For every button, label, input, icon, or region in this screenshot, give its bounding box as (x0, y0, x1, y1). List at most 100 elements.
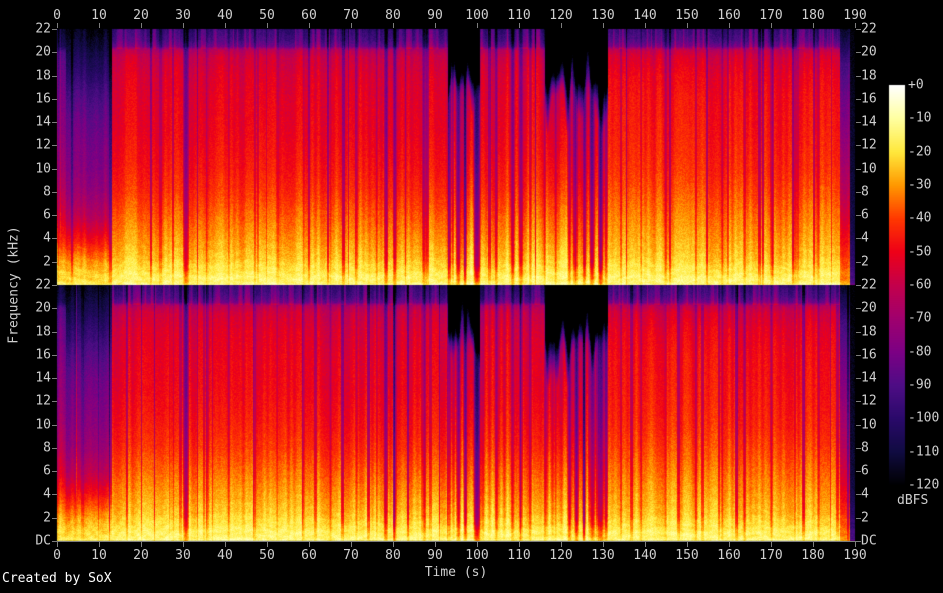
x-tick-mark-bottom (267, 542, 268, 547)
x-axis-title: Time (s) (424, 565, 488, 580)
x-tick-label-top: 180 (801, 8, 825, 23)
freq-tick-mark-left (52, 122, 57, 123)
freq-tick-label-left: DC (35, 533, 51, 549)
freq-tick-label-right: 10 (861, 417, 877, 433)
x-tick-label-bottom: 150 (675, 548, 699, 563)
x-tick-mark-bottom (99, 542, 100, 547)
colorbar-tick-label: -110 (908, 444, 940, 460)
x-tick-mark-bottom (393, 542, 394, 547)
freq-tick-mark-right (856, 145, 861, 146)
colorbar-tick-label: -10 (908, 110, 932, 126)
freq-tick-label-left: 2 (43, 510, 51, 526)
freq-tick-label-left: 4 (43, 486, 51, 502)
freq-tick-label-right: 20 (861, 44, 877, 60)
x-tick-mark-top (183, 23, 184, 28)
freq-tick-label-left: 12 (35, 393, 51, 409)
freq-tick-mark-right (856, 355, 861, 356)
freq-tick-label-right: DC (861, 533, 877, 549)
freq-tick-label-left: 10 (35, 417, 51, 433)
x-axis-line (57, 541, 856, 542)
freq-tick-mark-right (856, 169, 861, 170)
x-tick-mark-bottom (813, 542, 814, 547)
x-tick-label-bottom: 40 (217, 548, 233, 563)
x-tick-mark-bottom (351, 542, 352, 547)
freq-tick-label-right: 4 (861, 486, 869, 502)
freq-tick-label-right: 2 (861, 254, 869, 270)
x-tick-label-top: 70 (343, 8, 359, 23)
freq-tick-mark-left (52, 52, 57, 53)
freq-tick-mark-right (856, 99, 861, 100)
freq-tick-mark-left (52, 76, 57, 77)
x-tick-mark-bottom (183, 542, 184, 547)
x-tick-mark-top (603, 23, 604, 28)
x-tick-mark-top (519, 23, 520, 28)
x-tick-mark-top (561, 23, 562, 28)
freq-tick-mark-right (856, 262, 861, 263)
colorbar-tick-label: -40 (908, 210, 932, 226)
x-tick-label-top: 110 (507, 8, 531, 23)
x-tick-label-top: 100 (465, 8, 489, 23)
freq-tick-label-left: 20 (35, 300, 51, 316)
freq-tick-label-left: 4 (43, 230, 51, 246)
x-tick-label-bottom: 110 (507, 548, 531, 563)
colorbar-tick-label: -100 (908, 410, 940, 426)
freq-tick-mark-left (52, 471, 57, 472)
x-tick-label-bottom: 0 (53, 548, 61, 563)
freq-tick-label-right: 6 (861, 207, 869, 223)
freq-tick-mark-left (52, 169, 57, 170)
freq-tick-label-right: 2 (861, 510, 869, 526)
x-tick-label-top: 0 (53, 8, 61, 23)
colorbar-tick-label: -30 (908, 177, 932, 193)
x-tick-mark-bottom (687, 542, 688, 547)
colorbar-tick-label: -50 (908, 244, 932, 260)
x-tick-label-top: 40 (217, 8, 233, 23)
freq-tick-label-right: 10 (861, 161, 877, 177)
x-tick-mark-top (267, 23, 268, 28)
x-tick-mark-top (771, 23, 772, 28)
freq-tick-label-left: 2 (43, 254, 51, 270)
freq-tick-label-right: 12 (861, 137, 877, 153)
freq-tick-label-right: 4 (861, 230, 869, 246)
freq-tick-label-left: 12 (35, 137, 51, 153)
freq-tick-mark-right (856, 378, 861, 379)
freq-tick-mark-right (856, 192, 861, 193)
freq-tick-mark-right (856, 471, 861, 472)
y-axis-title: Frequency (kHz) (6, 226, 22, 344)
x-tick-label-bottom: 140 (633, 548, 657, 563)
freq-tick-mark-left (52, 401, 57, 402)
x-tick-mark-top (225, 23, 226, 28)
freq-tick-mark-right (856, 285, 861, 286)
freq-tick-mark-right (856, 122, 861, 123)
freq-tick-label-left: 16 (35, 347, 51, 363)
colorbar-unit-label: dBFS (897, 493, 929, 508)
freq-tick-mark-left (52, 285, 57, 286)
freq-tick-label-left: 18 (35, 324, 51, 340)
freq-tick-mark-right (856, 425, 861, 426)
freq-tick-mark-left (52, 215, 57, 216)
x-tick-label-bottom: 130 (591, 548, 615, 563)
x-tick-label-bottom: 180 (801, 548, 825, 563)
x-tick-label-top: 60 (301, 8, 317, 23)
colorbar-tick-label: -90 (908, 377, 932, 393)
freq-tick-label-right: 6 (861, 463, 869, 479)
freq-tick-mark-left (52, 145, 57, 146)
freq-tick-mark-right (856, 541, 861, 542)
freq-tick-mark-left (52, 99, 57, 100)
freq-tick-mark-right (856, 29, 861, 30)
freq-tick-label-left: 18 (35, 68, 51, 84)
x-tick-mark-bottom (141, 542, 142, 547)
x-tick-mark-bottom (771, 542, 772, 547)
freq-tick-label-left: 14 (35, 114, 51, 130)
x-tick-label-top: 30 (175, 8, 191, 23)
x-tick-label-bottom: 190 (843, 548, 867, 563)
freq-tick-mark-right (856, 494, 861, 495)
x-tick-label-top: 10 (91, 8, 107, 23)
freq-tick-mark-left (52, 355, 57, 356)
x-tick-label-top: 130 (591, 8, 615, 23)
freq-tick-label-right: 16 (861, 91, 877, 107)
colorbar-tick-label: -80 (908, 344, 932, 360)
x-tick-label-bottom: 100 (465, 548, 489, 563)
x-tick-label-bottom: 170 (759, 548, 783, 563)
freq-tick-mark-left (52, 448, 57, 449)
